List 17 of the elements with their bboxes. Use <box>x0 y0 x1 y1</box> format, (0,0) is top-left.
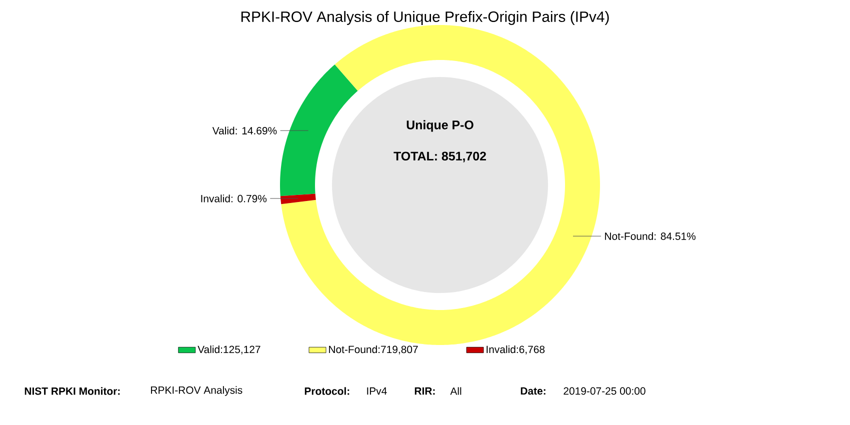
text: IPv4 <box>367 387 387 395</box>
legend-label: Not-Found:719,807 <box>329 345 418 354</box>
data-label: Valid: 14.69% <box>212 126 277 134</box>
text: 2019-07-25 00:00 <box>564 387 646 395</box>
text: All <box>450 387 462 395</box>
text: Protocol: <box>304 387 350 395</box>
data-label: Invalid: 0.79% <box>201 194 267 202</box>
chart-title: RPKI-ROV Analysis of Unique Prefix-Origin Pairs (IPv4) <box>241 11 609 25</box>
text: RPKI-ROV Analysis <box>151 386 242 396</box>
text: Unique P-O <box>406 120 474 132</box>
legend-label: Valid:125,127 <box>198 345 260 354</box>
text: NIST RPKI Monitor: <box>24 387 120 395</box>
text: RIR: <box>414 387 435 395</box>
legend-label: Invalid:6,768 <box>486 345 545 354</box>
text: Date: <box>520 387 546 395</box>
text: TOTAL: 851,702 <box>394 152 486 162</box>
data-label: Not-Found: 84.51% <box>605 232 696 240</box>
